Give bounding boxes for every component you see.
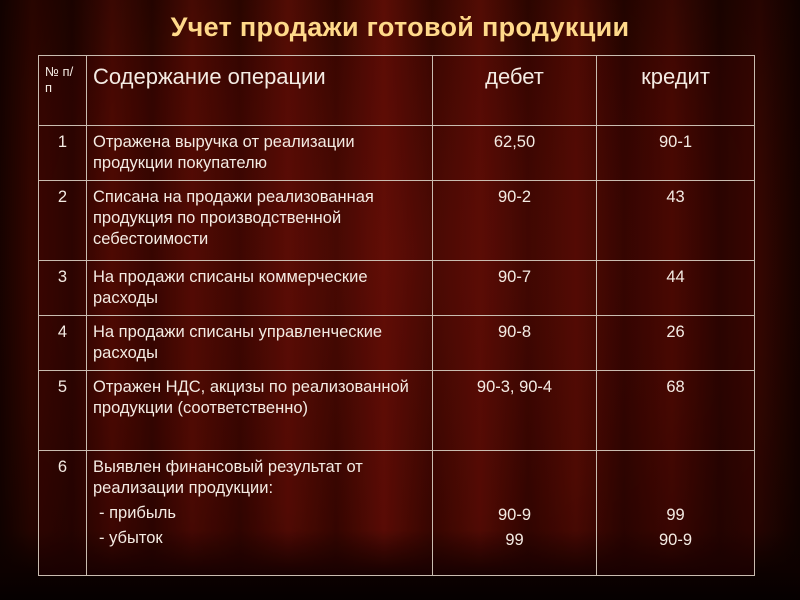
row-num: 6 (38, 450, 87, 576)
row-operation: На продажи списаны управленческие расход… (86, 315, 433, 371)
row-num: 1 (38, 125, 87, 181)
ledger-table: № п/п Содержание операции дебет кредит 1… (38, 55, 755, 576)
header-num-label: № п/п (45, 64, 74, 95)
table-row: 2 Списана на продажи реализованная проду… (38, 180, 755, 261)
row-debit: 90-7 (432, 260, 597, 316)
spacer (439, 457, 590, 478)
row-item-loss: - убыток (99, 529, 163, 547)
row-operation: На продажи списаны коммерческие расходы (86, 260, 433, 316)
table-row: 3 На продажи списаны коммерческие расход… (38, 260, 755, 316)
spacer (603, 457, 748, 478)
row-debit: 90-9 99 (432, 450, 597, 576)
row-num: 3 (38, 260, 87, 316)
row-operation-text: Выявлен финансовый результат от реализац… (93, 458, 363, 497)
row-num: 2 (38, 180, 87, 261)
row-debit: 90-2 (432, 180, 597, 261)
row-debit: 62,50 (432, 125, 597, 181)
row-credit: 99 90-9 (596, 450, 755, 576)
row-debit-loss: 99 (505, 531, 524, 549)
row-num: 4 (38, 315, 87, 371)
row-credit: 43 (596, 180, 755, 261)
header-num: № п/п (38, 55, 87, 126)
row-debit: 90-8 (432, 315, 597, 371)
row-item-profit: - прибыль (99, 504, 176, 522)
row-operation: Отражен НДС, акцизы по реализованной про… (86, 370, 433, 451)
row-credit: 68 (596, 370, 755, 451)
header-credit: кредит (596, 55, 755, 126)
spacer (603, 478, 748, 499)
table-row: 4 На продажи списаны управленческие расх… (38, 315, 755, 371)
row-credit: 44 (596, 260, 755, 316)
row-credit: 90-1 (596, 125, 755, 181)
row-num: 5 (38, 370, 87, 451)
row-credit-loss: 90-9 (658, 531, 693, 549)
row-debit: 90-3, 90-4 (432, 370, 597, 451)
table-row: 5 Отражен НДС, акцизы по реализованной п… (38, 370, 755, 451)
row-operation: Списана на продажи реализованная продукц… (86, 180, 433, 261)
table-header-row: № п/п Содержание операции дебет кредит (38, 55, 755, 126)
row-credit-profit: 99 (666, 506, 685, 524)
spacer (439, 478, 590, 499)
header-debit: дебет (432, 55, 597, 126)
slide-title: Учет продажи готовой продукции (170, 12, 630, 42)
header-operation: Содержание операции (86, 55, 433, 126)
row-operation: Выявлен финансовый результат от реализац… (86, 450, 433, 576)
row-credit: 26 (596, 315, 755, 371)
row-operation: Отражена выручка от реализации продукции… (86, 125, 433, 181)
row-debit-profit: 90-9 (497, 506, 532, 524)
table-row: 6 Выявлен финансовый результат от реализ… (38, 450, 755, 576)
table-row: 1 Отражена выручка от реализации продукц… (38, 125, 755, 181)
